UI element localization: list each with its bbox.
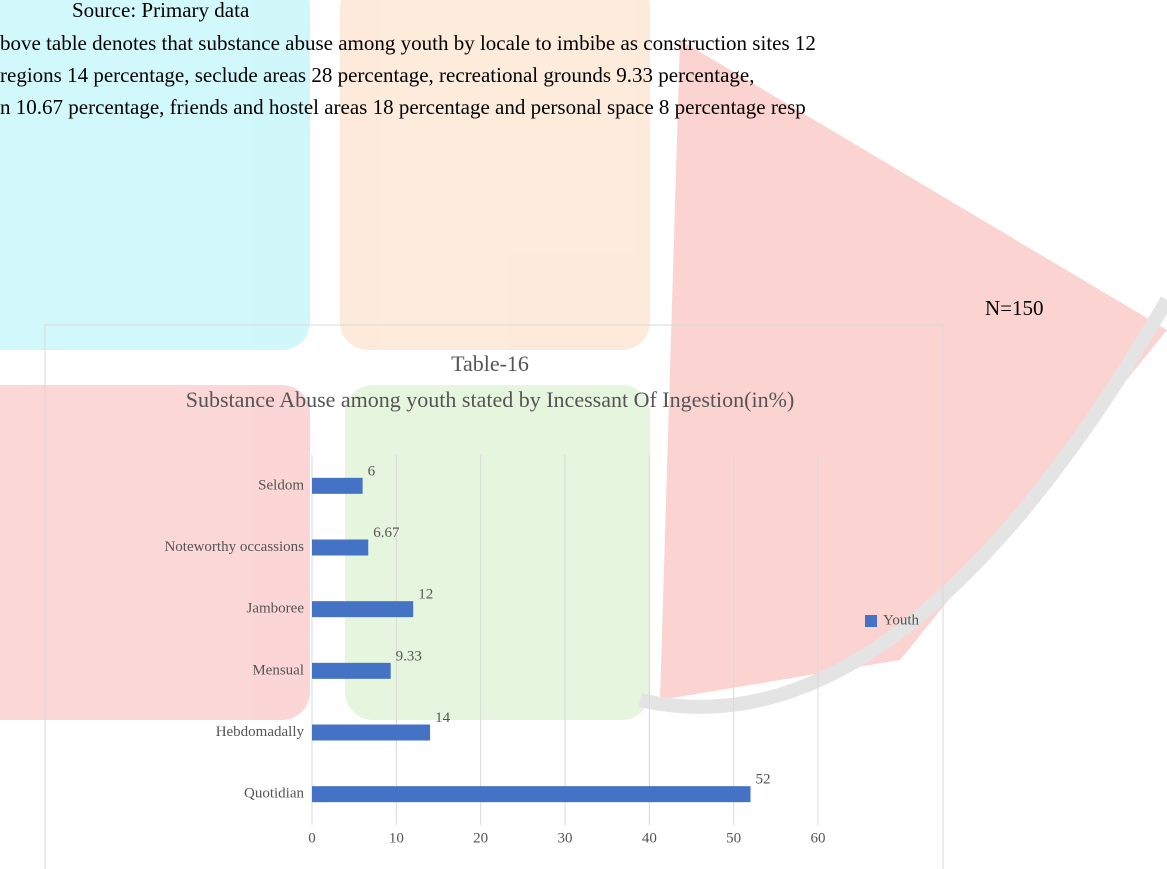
data-label: 12 — [418, 587, 433, 603]
data-label: 6 — [368, 463, 376, 479]
y-tick-label: Jamboree — [247, 601, 305, 617]
paragraph-line: n 10.67 percentage, friends and hostel a… — [0, 95, 806, 119]
data-label: 52 — [756, 772, 771, 788]
paragraph-line: regions 14 percentage, seclude areas 28 … — [0, 63, 754, 87]
page-canvas: Source: Primary data bove table denotes … — [0, 0, 1167, 869]
x-tick-label: 30 — [558, 830, 573, 846]
x-tick-label: 0 — [308, 830, 316, 846]
legend-swatch — [865, 615, 877, 627]
source: Source: Primary data — [72, 0, 250, 22]
y-tick-label: Noteworthy occassions — [164, 539, 304, 555]
bar — [312, 786, 751, 802]
y-tick-label: Quotidian — [244, 786, 304, 802]
legend-label: Youth — [883, 612, 919, 628]
sample-size: N=150 — [985, 296, 1044, 320]
bar — [312, 601, 413, 617]
data-label: 14 — [435, 710, 451, 726]
bar — [312, 663, 391, 679]
x-tick-label: 40 — [642, 830, 657, 846]
chart-title: Table-16 — [451, 351, 529, 376]
data-label: 6.67 — [373, 525, 400, 541]
x-tick-label: 10 — [389, 830, 404, 846]
bar — [312, 725, 430, 741]
chart-subtitle: Substance Abuse among youth stated by In… — [186, 387, 795, 412]
y-tick-label: Hebdomadally — [216, 724, 305, 740]
page: Source: Primary data bove table denotes … — [0, 0, 1167, 869]
paragraph-line: bove table denotes that substance abuse … — [0, 31, 816, 55]
x-tick-label: 60 — [811, 830, 826, 846]
bar — [312, 540, 368, 556]
bar — [312, 478, 363, 494]
y-tick-label: Mensual — [252, 662, 304, 678]
x-tick-label: 20 — [473, 830, 488, 846]
y-tick-label: Seldom — [258, 477, 304, 493]
data-label: 9.33 — [396, 648, 422, 664]
x-tick-label: 50 — [726, 830, 741, 846]
